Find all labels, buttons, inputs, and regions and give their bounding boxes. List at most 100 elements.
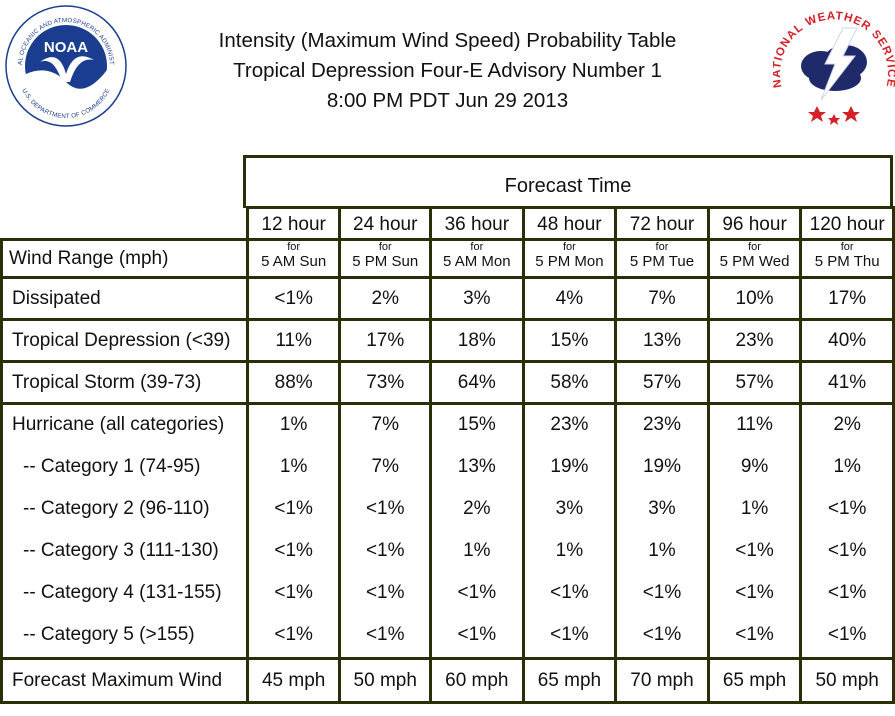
col-hour: 120 hour xyxy=(799,206,895,241)
hurricane-labels: Hurricane (all categories) -- Category 1… xyxy=(0,402,249,660)
row-hurricane: Hurricane (all categories) -- Category 1… xyxy=(0,402,895,660)
category-label: -- Category 2 (96-110) xyxy=(23,498,210,519)
cell-value: <1% xyxy=(550,582,589,603)
cell-value: 23% xyxy=(642,414,681,435)
cell-value: 50 mph xyxy=(338,657,433,704)
cell-value: 3% xyxy=(648,498,676,519)
cell-value: 15% xyxy=(457,414,496,435)
cell-value: 64% xyxy=(429,360,525,405)
category-label: -- Category 4 (131-155) xyxy=(23,582,222,603)
category-label: -- Category 1 (74-95) xyxy=(23,456,201,477)
cell-value: <1% xyxy=(827,498,867,519)
cell-value: <1% xyxy=(457,582,497,603)
cell-value: 50 mph xyxy=(799,657,895,704)
cell-value: 11% xyxy=(245,318,342,363)
category-label: -- Category 5 (>155) xyxy=(23,624,195,645)
cell-value: 11% xyxy=(736,414,773,435)
cell-value: 40% xyxy=(799,318,895,363)
category-label: -- Category 3 (111-130) xyxy=(23,540,219,561)
cell-value: 19% xyxy=(642,456,681,477)
cell-value: 1% xyxy=(648,540,676,561)
header-when-row: Wind Range (mph) for 5 AM Sun for 5 PM Sun… xyxy=(0,238,895,279)
cell-value: 2% xyxy=(338,276,433,321)
cell-value: 23% xyxy=(706,318,803,363)
cell-value: 41% xyxy=(799,360,895,405)
row-label: Tropical Storm (39-73) xyxy=(0,360,249,405)
col-when: for 5 PM Thu xyxy=(799,238,895,279)
cell-value: <1% xyxy=(457,624,497,645)
header-hours-row: 12 hour 24 hour 36 hour 48 hour 72 hour … xyxy=(2,206,895,241)
cell-value: <1% xyxy=(827,624,867,645)
cell-value: <1% xyxy=(274,582,313,603)
row-label: Dissipated xyxy=(0,276,249,321)
cell-value: 15% xyxy=(521,318,618,363)
cell-value: 9% xyxy=(740,456,769,477)
cell-value: 10% xyxy=(706,276,803,321)
row-tropical-storm: Tropical Storm (39-73) 88% 73% 64% 58% 5… xyxy=(0,360,895,405)
cell-value: 1% xyxy=(279,456,308,477)
hurricane-col: 7% 7% <1% <1% <1% <1% xyxy=(338,402,433,660)
hurricane-col: 15% 13% 2% 1% <1% <1% xyxy=(429,402,525,660)
col-when: for 5 AM Mon xyxy=(429,238,525,279)
cell-value: 57% xyxy=(614,360,710,405)
cell-value: <1% xyxy=(642,624,682,645)
cell-value: 13% xyxy=(614,318,710,363)
col-hour: 24 hour xyxy=(338,206,433,241)
hurricane-col: 23% 19% 3% 1% <1% <1% xyxy=(521,402,618,660)
cell-value: 58% xyxy=(521,360,618,405)
row-dissipated: Dissipated <1% 2% 3% 4% 7% 10% 17% xyxy=(0,276,895,321)
cell-value: 1% xyxy=(279,414,308,435)
cell-value: 3% xyxy=(555,498,584,519)
col-when: for 5 PM Mon xyxy=(521,238,618,279)
row-tropical-depression: Tropical Depression (<39) 11% 17% 18% 15… xyxy=(0,318,895,363)
cell-value: 2% xyxy=(463,498,491,519)
cell-value: 1% xyxy=(740,498,769,519)
header-blank xyxy=(2,208,248,240)
wind-range-label: Wind Range (mph) xyxy=(0,238,249,279)
cell-value: 57% xyxy=(706,360,803,405)
col-when: for 5 PM Sun xyxy=(338,238,433,279)
cell-value: 18% xyxy=(429,318,525,363)
cell-value: <1% xyxy=(642,582,682,603)
col-hour: 72 hour xyxy=(614,206,710,241)
title-line-2: Tropical Depression Four-E Advisory Numb… xyxy=(233,59,662,82)
col-when: for 5 PM Wed xyxy=(706,238,803,279)
col-when: for 5 AM Sun xyxy=(245,238,342,279)
cell-value: 1% xyxy=(555,540,584,561)
row-label: Hurricane (all categories) xyxy=(12,414,225,435)
cell-value: <1% xyxy=(735,582,774,603)
page-title: Intensity (Maximum Wind Speed) Probabili… xyxy=(150,26,745,116)
cell-value: 7% xyxy=(614,276,710,321)
cell-value: 17% xyxy=(799,276,895,321)
hurricane-col: 23% 19% 3% 1% <1% <1% xyxy=(614,402,710,660)
noaa-logo-text: NOAA xyxy=(44,39,88,56)
row-forecast-max-wind: Forecast Maximum Wind 45 mph 50 mph 60 m… xyxy=(0,657,895,704)
cell-value: <1% xyxy=(365,498,405,519)
cell-value: <1% xyxy=(365,540,405,561)
cell-value: 45 mph xyxy=(245,657,342,704)
title-line-3: 8:00 PM PDT Jun 29 2013 xyxy=(326,89,569,112)
hurricane-col: 11% 9% 1% <1% <1% <1% xyxy=(706,402,803,660)
cell-value: 1% xyxy=(833,456,861,477)
cell-value: <1% xyxy=(245,276,342,321)
col-hour: 36 hour xyxy=(429,206,525,241)
cell-value: <1% xyxy=(827,582,867,603)
cell-value: 23% xyxy=(550,414,589,435)
cell-value: 60 mph xyxy=(429,657,525,704)
probability-table: 12 hour 24 hour 36 hour 48 hour 72 hour … xyxy=(0,206,895,704)
cell-value: <1% xyxy=(274,498,313,519)
noaa-logo: NATIONAL OCEANIC AND ATMOSPHERIC ADMINIS… xyxy=(4,4,127,127)
cell-value: 1% xyxy=(463,540,491,561)
forecast-time-header: Forecast Time xyxy=(243,155,893,208)
cell-value: <1% xyxy=(365,624,405,645)
nws-logo: NATIONAL WEATHER SERVICE xyxy=(773,10,895,125)
cell-value: 7% xyxy=(371,414,399,435)
cell-value: 4% xyxy=(521,276,618,321)
cell-value: <1% xyxy=(735,624,774,645)
hurricane-col: 2% 1% <1% <1% <1% <1% xyxy=(799,402,895,660)
cell-value: 3% xyxy=(429,276,525,321)
col-hour: 12 hour xyxy=(245,206,342,241)
cell-value: 7% xyxy=(371,456,399,477)
forecast-time-label: Forecast Time xyxy=(504,175,632,197)
cell-value: <1% xyxy=(365,582,405,603)
